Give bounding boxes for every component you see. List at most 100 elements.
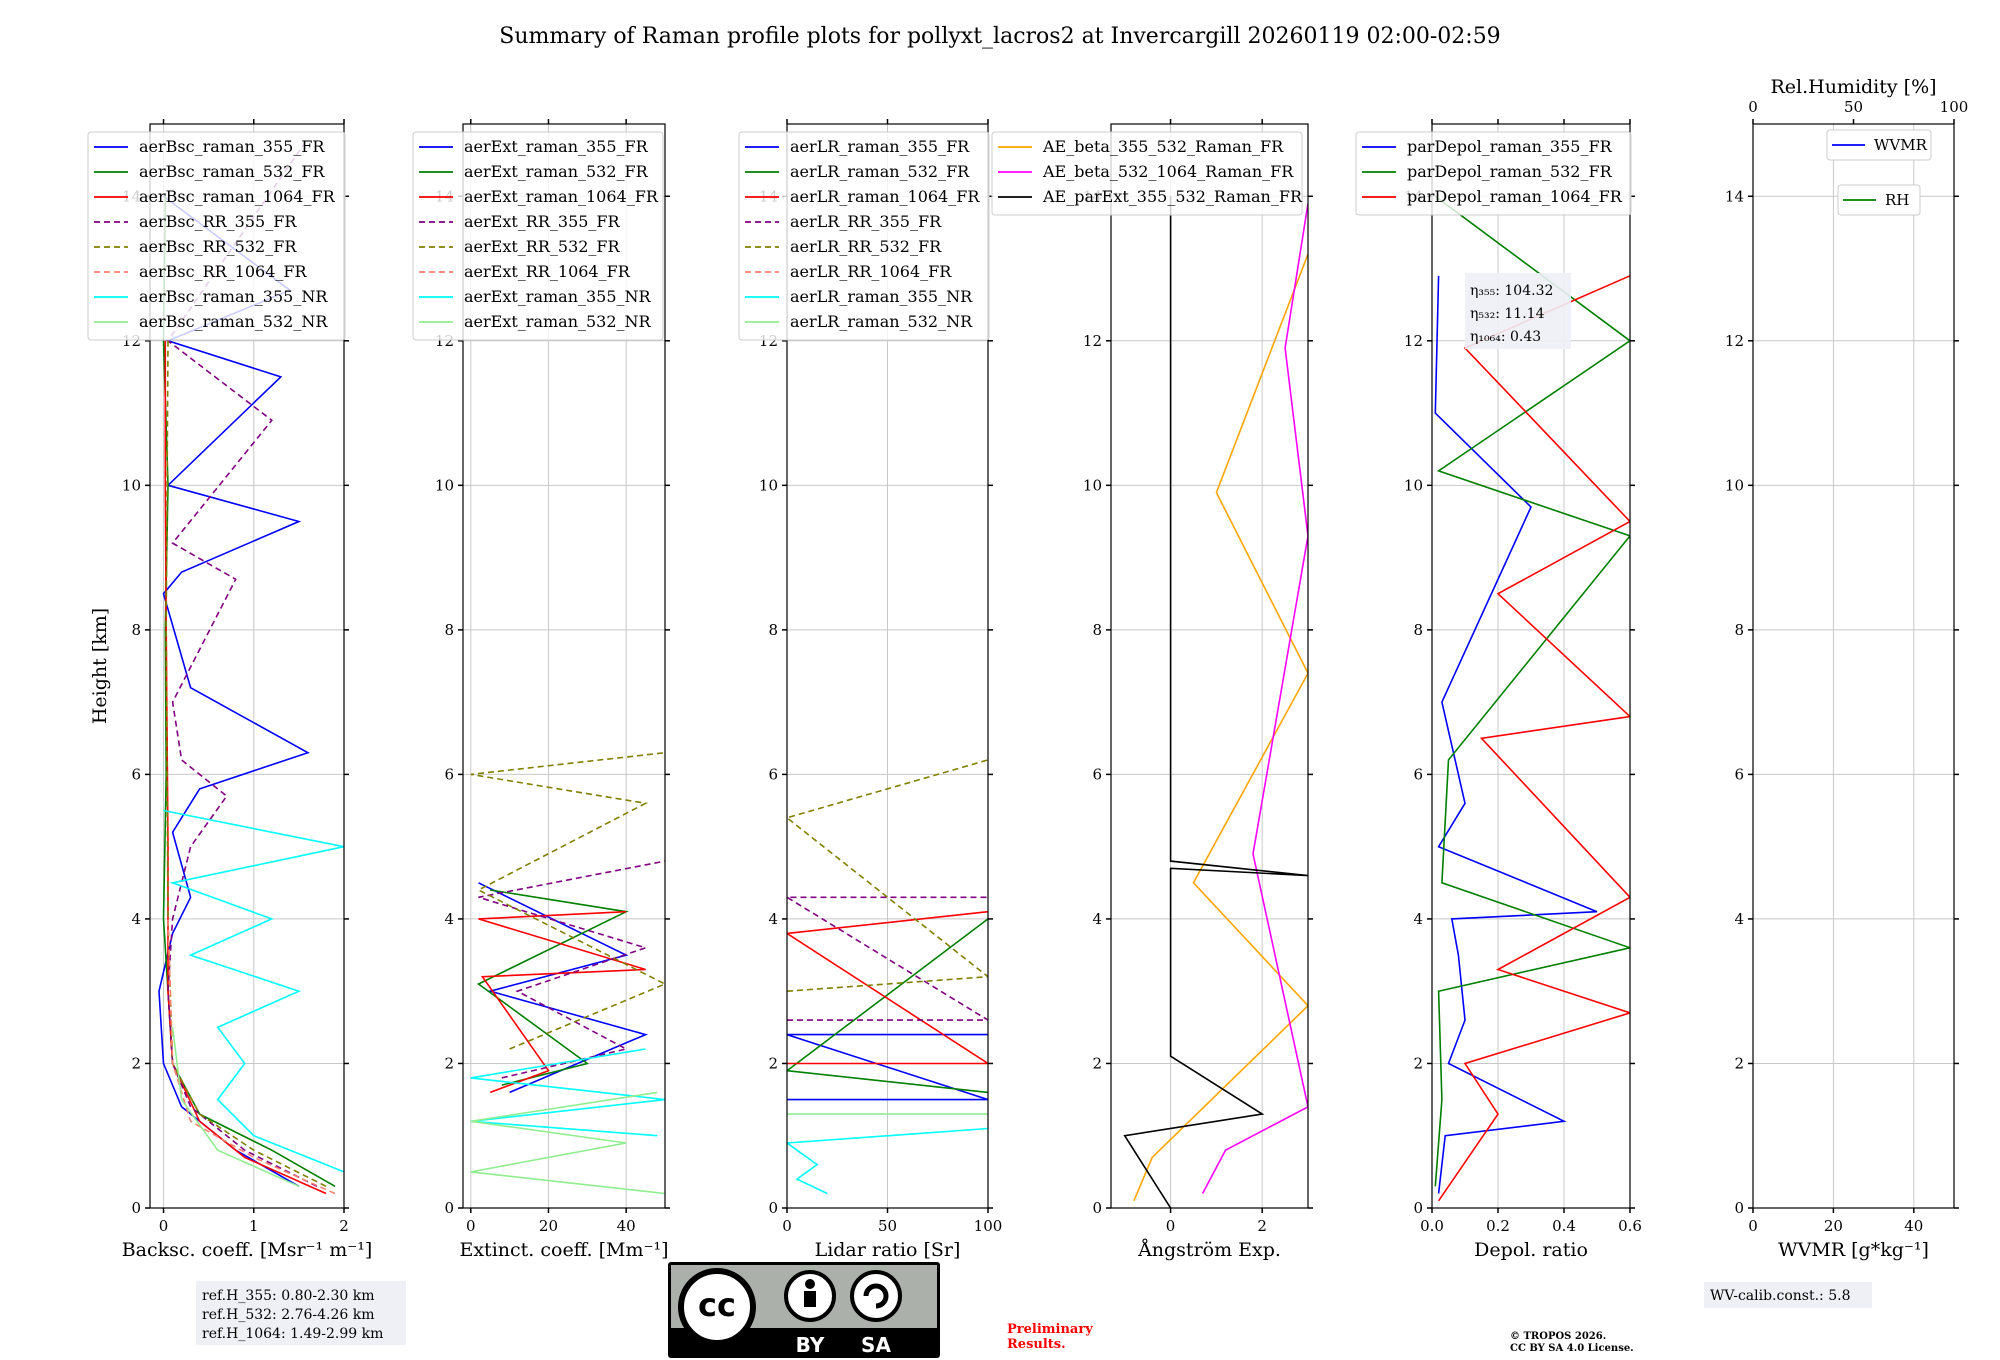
x-tick-label: 40 bbox=[617, 1217, 636, 1235]
y-tick-label: 8 bbox=[768, 621, 778, 639]
x-axis-label: Extinct. coeff. [Mm⁻¹] bbox=[459, 1239, 668, 1261]
series-line-aerbsc-raman-355-nr bbox=[163, 809, 344, 1173]
legend-entry: WVMR bbox=[1874, 136, 1928, 154]
y-tick-label: 10 bbox=[1404, 476, 1423, 494]
legend-entry: aerLR_raman_355_NR bbox=[790, 287, 973, 306]
top-axis-label: Rel.Humidity [%] bbox=[1770, 76, 1936, 98]
legend: parDepol_raman_355_FR parDepol_raman_532_… bbox=[1355, 131, 1632, 216]
cc-by-sa-license-badge: cc BY SA bbox=[668, 1262, 940, 1358]
y-tick-label: 2 bbox=[131, 1054, 141, 1072]
x-axis-label: Ångström Exp. bbox=[1137, 1239, 1281, 1261]
series-line-aerbsc-raman-355-fr bbox=[158, 195, 310, 1187]
y-tick-label: 4 bbox=[1734, 910, 1744, 928]
calibration-constants-box: η₃₅₅: 104.32 η₅₃₂: 11.14 η₁₀₆₄: 0.43 bbox=[1465, 273, 1571, 349]
plot-frame bbox=[462, 123, 666, 1209]
y-tick-label: 2 bbox=[768, 1054, 778, 1072]
legend-entry: aerBsc_raman_532_FR bbox=[139, 162, 325, 181]
y-tick-label: 8 bbox=[444, 621, 454, 639]
y-tick-label: 4 bbox=[768, 910, 778, 928]
legend-entry: aerBsc_RR_532_FR bbox=[139, 237, 297, 256]
y-tick-label: 6 bbox=[1734, 765, 1744, 783]
plot-frame bbox=[1752, 123, 1955, 1209]
x-axis-label: WVMR [g*kg⁻¹] bbox=[1778, 1239, 1929, 1261]
y-tick-label: 0 bbox=[1092, 1199, 1102, 1217]
legend-entry: aerExt_raman_355_NR bbox=[464, 287, 652, 306]
legend-entry: aerExt_raman_1064_FR bbox=[464, 187, 659, 206]
plot-frame bbox=[1431, 123, 1631, 1209]
y-tick-label: 4 bbox=[1092, 910, 1102, 928]
x-tick-label: 0.2 bbox=[1486, 1217, 1510, 1235]
series-line-aerbsc-rr-1064-fr bbox=[167, 918, 336, 1195]
series-line-aerlr-raman-355-nr bbox=[787, 1127, 988, 1195]
y-tick-label: 2 bbox=[1734, 1054, 1744, 1072]
y-tick-label: 12 bbox=[1404, 332, 1423, 350]
x-tick-label: 50 bbox=[878, 1217, 897, 1235]
y-tick-label: 8 bbox=[1734, 621, 1744, 639]
legend: aerLR_raman_355_FR aerLR_raman_532_FR aerL… bbox=[738, 131, 990, 341]
x-axis-label: Depol. ratio bbox=[1474, 1239, 1588, 1261]
top-tick-label: 50 bbox=[1844, 98, 1863, 116]
water_vapor-panel: 0 2 4 6 8 10 12 14 0 20 40 WVMR [g*kg⁻¹] Rel.Humidit… bbox=[1725, 76, 1968, 1261]
y-tick-label: 10 bbox=[1083, 476, 1102, 494]
legend-entry: aerExt_raman_532_FR bbox=[464, 162, 649, 181]
y-tick-label: 2 bbox=[444, 1054, 454, 1072]
backscatter-panel: 02468101214012Backsc. coeff. [Msr⁻¹ m⁻¹]… bbox=[87, 119, 373, 1261]
y-tick-label: 0 bbox=[131, 1199, 141, 1217]
x-tick-label: 0 bbox=[782, 1217, 792, 1235]
legend-entry: aerLR_raman_1064_FR bbox=[790, 187, 980, 206]
series-line-aerbsc-rr-532-fr bbox=[165, 340, 327, 1188]
x-tick-label: 40 bbox=[1904, 1217, 1923, 1235]
x-tick-label: 2 bbox=[1257, 1217, 1267, 1235]
x-tick-label: 0 bbox=[466, 1217, 476, 1235]
legend-entry: AE_parExt_355_532_Raman_FR bbox=[1042, 187, 1303, 206]
series-line-aerext-raman-355-fr bbox=[478, 882, 649, 1094]
legend-entry: aerLR_raman_355_FR bbox=[790, 137, 970, 156]
y-tick-label: 2 bbox=[1413, 1054, 1423, 1072]
wv-calib-const: WV-calib.const.: 5.8 bbox=[1710, 1288, 1850, 1304]
plot-frame bbox=[149, 123, 345, 1209]
legend-entry: aerLR_RR_532_FR bbox=[790, 237, 942, 256]
y-tick-label: 2 bbox=[1092, 1054, 1102, 1072]
legend-entry: aerLR_raman_532_NR bbox=[790, 312, 973, 331]
license-line: CC BY SA 4.0 License. bbox=[1510, 1343, 1634, 1354]
preliminary-label: Preliminary bbox=[1007, 1322, 1093, 1337]
y-tick-label: 12 bbox=[1725, 332, 1744, 350]
y-tick-label: 6 bbox=[444, 765, 454, 783]
series-line-aerlr-rr-532-fr bbox=[787, 759, 988, 992]
ref-height-532: ref.H_532: 2.76-4.26 km bbox=[202, 1307, 375, 1323]
eta-value: η₃₅₅: 104.32 bbox=[1470, 283, 1553, 299]
x-axis-label: Backsc. coeff. [Msr⁻¹ m⁻¹] bbox=[122, 1239, 373, 1261]
y-tick-label: 0 bbox=[1413, 1199, 1423, 1217]
rh-legend: RH bbox=[1837, 184, 1921, 216]
eta-value: η₅₃₂: 11.14 bbox=[1470, 306, 1545, 322]
extinction-panel: 0246810121402040Extinct. coeff. [Mm⁻¹]ae… bbox=[412, 119, 670, 1261]
top-tick-label: 100 bbox=[1940, 98, 1969, 116]
x-tick-label: 100 bbox=[974, 1217, 1003, 1235]
angstrom-panel: 0246810121402Ångström Exp.AE_beta_355_53… bbox=[991, 119, 1313, 1261]
series-line-aerlr-raman-532-fr bbox=[787, 918, 988, 1094]
cc-by-label: BY bbox=[796, 1333, 825, 1357]
legend-entry: aerBsc_raman_532_NR bbox=[139, 312, 328, 331]
cc-logo-icon bbox=[678, 1268, 756, 1346]
top-tick-label: 0 bbox=[1748, 98, 1758, 116]
legend-entry: AE_beta_355_532_Raman_FR bbox=[1042, 137, 1284, 156]
x-tick-label: 0 bbox=[1166, 1217, 1176, 1235]
y-tick-label: 6 bbox=[131, 765, 141, 783]
y-tick-label: 4 bbox=[1413, 910, 1423, 928]
copyright-line: © TROPOS 2026. bbox=[1510, 1331, 1606, 1342]
eta-value: η₁₀₆₄: 0.43 bbox=[1470, 329, 1541, 345]
series-line-ae-beta-355-532-raman-fr bbox=[1133, 253, 1308, 1202]
legend-entry: aerBsc_raman_355_NR bbox=[139, 287, 328, 306]
legend: aerBsc_raman_355_FR aerBsc_raman_532_FRae… bbox=[87, 131, 346, 341]
y-tick-label: 6 bbox=[1092, 765, 1102, 783]
series-line-aerlr-raman-1064-fr bbox=[787, 910, 988, 1065]
legend-entry: aerBsc_raman_355_FR bbox=[139, 137, 325, 156]
series-line-aerext-rr-355-fr bbox=[478, 860, 665, 1079]
y-tick-label: 8 bbox=[1413, 621, 1423, 639]
series-line-ae-parext-355-532-raman-fr bbox=[1123, 196, 1308, 1208]
wv-calibration-box: WV-calib.const.: 5.8 bbox=[1704, 1282, 1872, 1308]
y-tick-label: 10 bbox=[759, 476, 778, 494]
y-tick-label: 10 bbox=[435, 476, 454, 494]
legend-entry: aerExt_raman_355_FR bbox=[464, 137, 649, 156]
x-axis-label: Lidar ratio [Sr] bbox=[815, 1239, 961, 1261]
